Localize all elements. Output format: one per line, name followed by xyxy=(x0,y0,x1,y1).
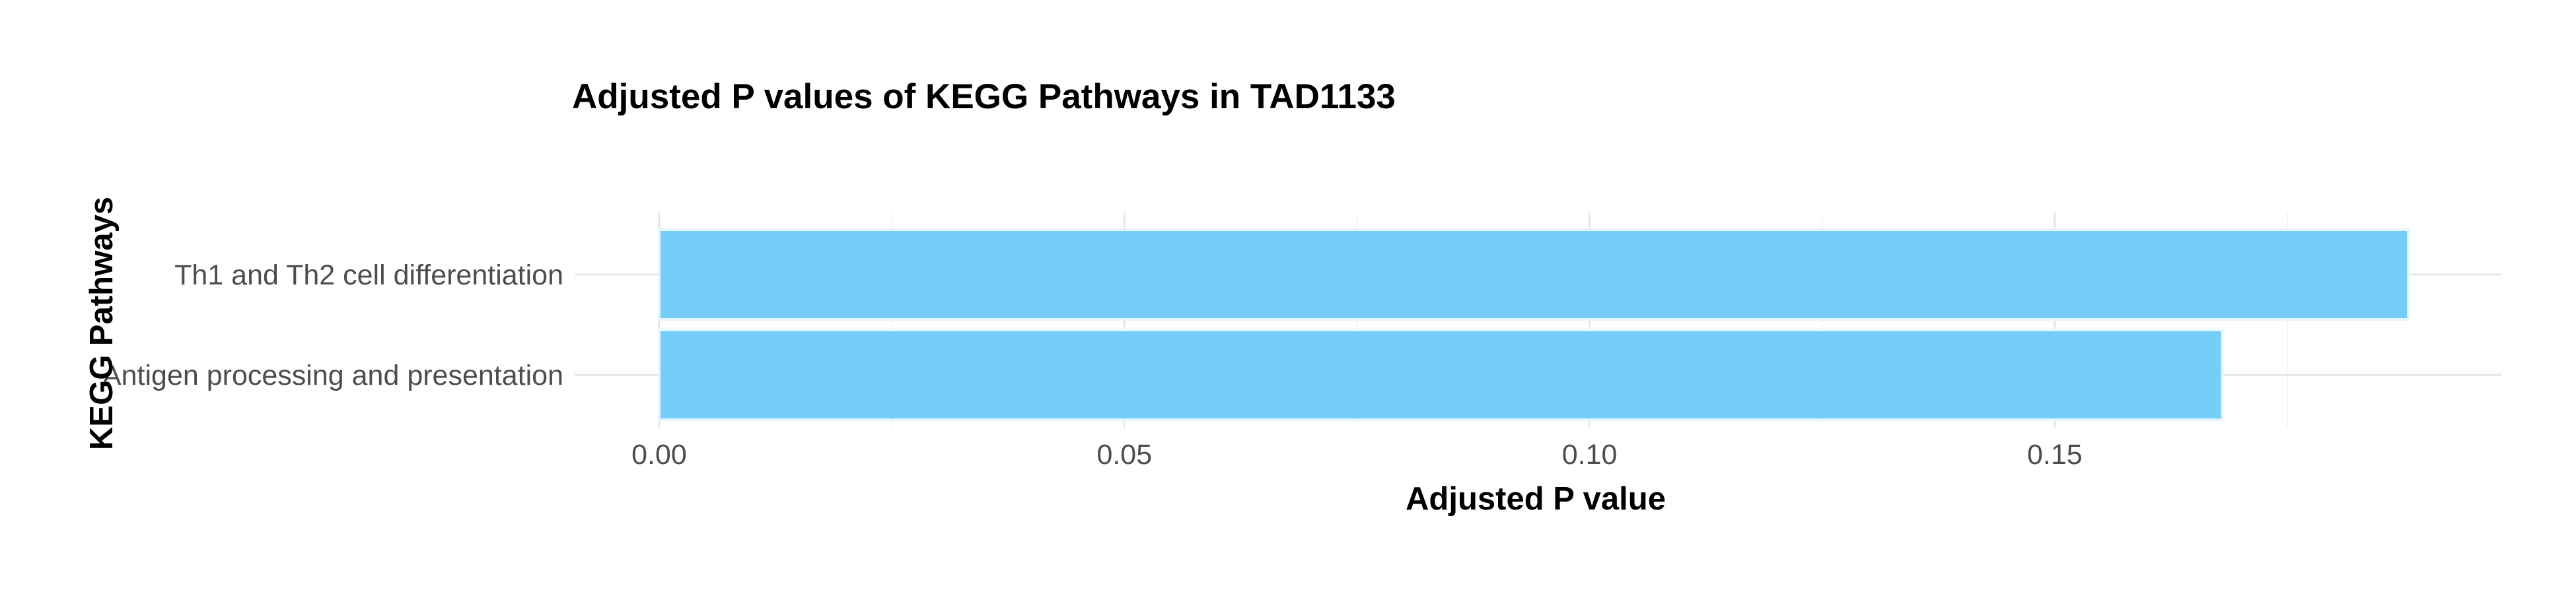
y-axis-title: KEGG Pathways xyxy=(84,197,120,450)
y-axis-tick-labels: Th1 and Th2 cell differentiation Antigen … xyxy=(102,259,563,391)
y-tick-label: Antigen processing and presentation xyxy=(102,360,563,391)
x-tick-label: 0.10 xyxy=(1562,439,1618,471)
x-tick-label: 0.05 xyxy=(1096,439,1152,471)
x-axis-title: Adjusted P value xyxy=(1406,481,1666,517)
chart-title: Adjusted P values of KEGG Pathways in TA… xyxy=(572,77,1396,116)
x-tick-label: 0.00 xyxy=(631,439,687,471)
x-tick-label: 0.15 xyxy=(2027,439,2083,471)
bar xyxy=(658,329,2224,421)
x-axis-tick-labels: 0.00 0.05 0.10 0.15 xyxy=(631,439,2083,471)
y-tick-label: Th1 and Th2 cell differentiation xyxy=(174,259,563,291)
bars xyxy=(658,228,2410,421)
bar xyxy=(658,228,2410,321)
